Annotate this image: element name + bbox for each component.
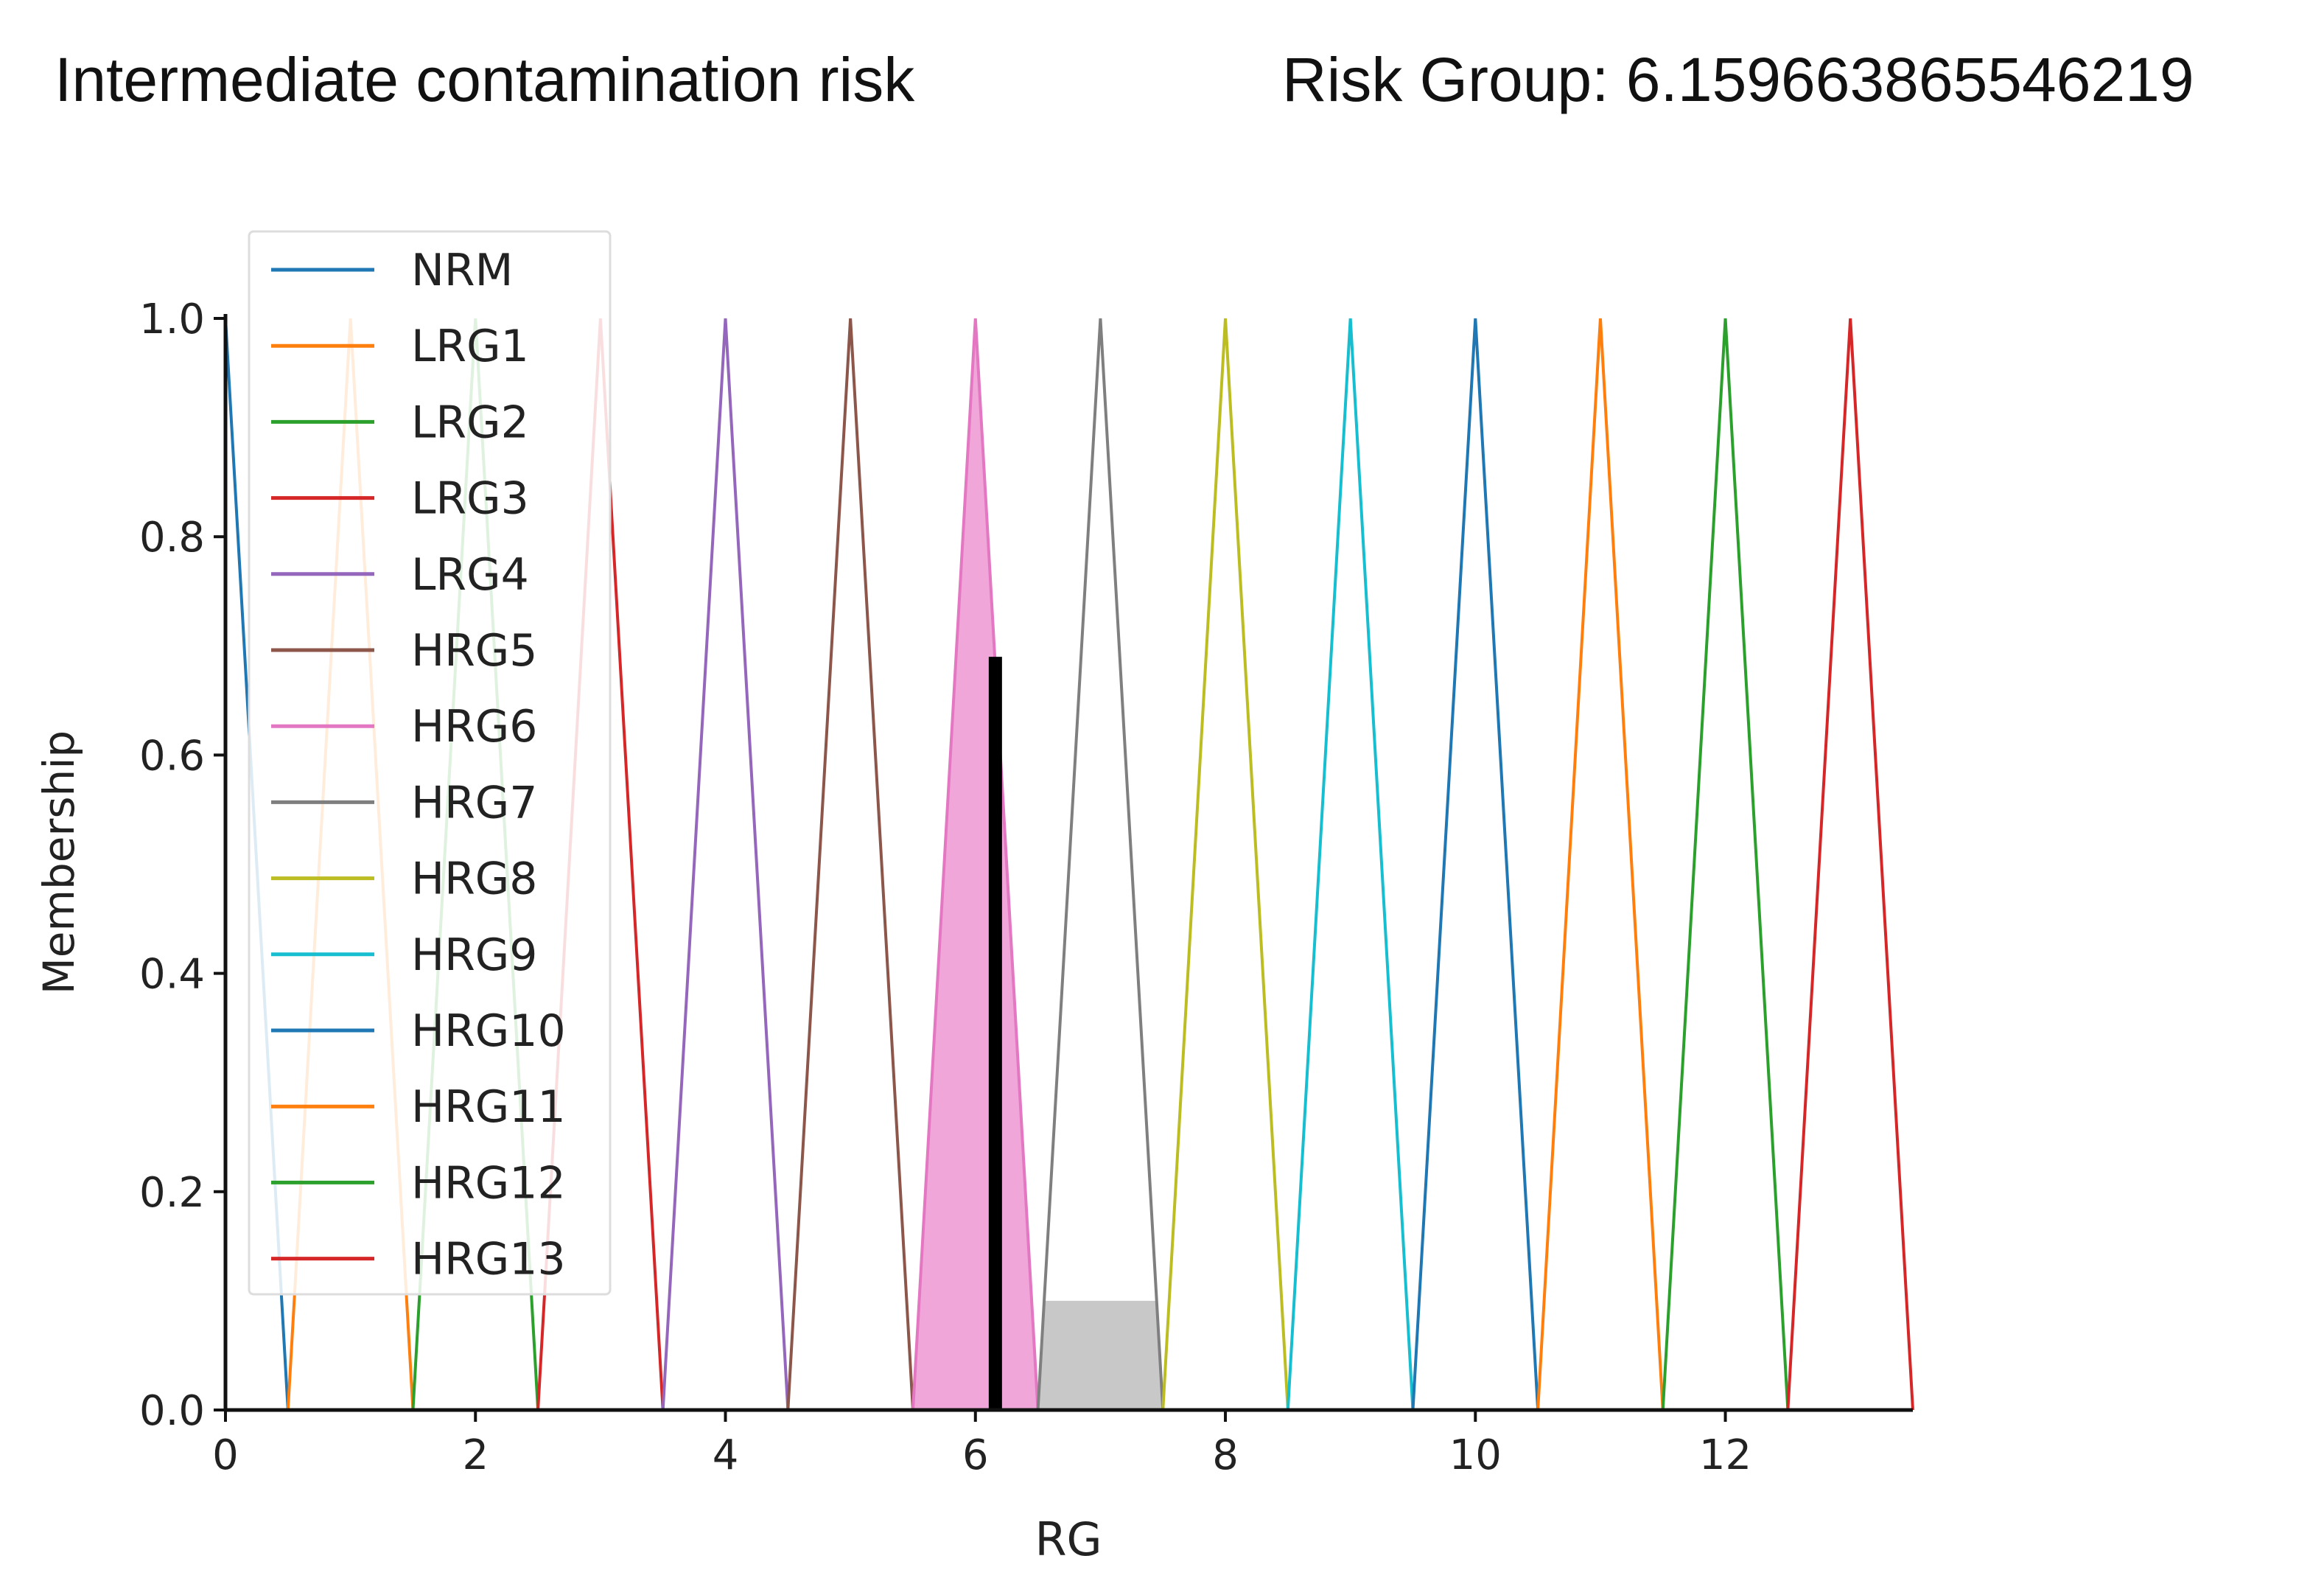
series-lines [224, 318, 1914, 1411]
legend: NRM LRG1 LRG2 LRG3 LRG4 HRG5 HRG6 HRG7 HRG8 HRG9 H… [248, 230, 612, 1296]
legend-label-hrg5: HRG5 [411, 625, 537, 677]
legend-label-lrg4: LRG4 [411, 549, 529, 601]
y-axis-label: Membership [34, 730, 84, 994]
series-line-hrg12 [1661, 318, 1790, 1411]
y-tick-label: 1.0 [139, 296, 205, 343]
series-line-hrg6 [911, 318, 1040, 1411]
series-line-lrg4 [661, 318, 790, 1411]
legend-label-lrg1: LRG1 [411, 321, 529, 372]
series-line-hrg13 [1786, 318, 1914, 1411]
series-line-hrg11 [1536, 318, 1665, 1411]
y-tick-label: 0.8 [139, 514, 205, 562]
legend-label-hrg9: HRG9 [411, 929, 537, 981]
legend-label-hrg10: HRG10 [411, 1005, 566, 1057]
legend-label-hrg8: HRG8 [411, 854, 537, 905]
y-tick-label: 0.6 [139, 732, 205, 780]
y-tick-label: 0.0 [139, 1387, 205, 1435]
activation-fill-1 [1037, 1300, 1163, 1410]
legend-label-hrg13: HRG13 [411, 1234, 566, 1285]
x-tick-label: 0 [212, 1431, 239, 1479]
series-line-hrg10 [1411, 318, 1540, 1411]
x-tick-label: 2 [462, 1431, 489, 1479]
series-line-hrg8 [1161, 318, 1289, 1411]
legend-label-lrg3: LRG3 [411, 473, 529, 525]
activation-fills [912, 318, 1163, 1410]
legend-label-hrg11: HRG11 [411, 1081, 566, 1133]
x-axis-label: RG [1035, 1512, 1102, 1566]
x-tick-label: 12 [1699, 1431, 1751, 1479]
x-tick-label: 6 [962, 1431, 989, 1479]
legend-label-lrg2: LRG2 [411, 397, 529, 448]
x-tick-label: 4 [713, 1431, 739, 1479]
activation-fill-0 [912, 318, 1038, 1410]
series-line-hrg7 [1036, 318, 1165, 1411]
x-tick-label: 10 [1449, 1431, 1502, 1479]
legend-label-hrg12: HRG12 [411, 1157, 566, 1209]
risk-group-value: Risk Group: 6.159663865546219 [1282, 45, 2194, 114]
axes [223, 314, 1913, 1412]
legend-label-hrg6: HRG6 [411, 701, 537, 753]
risk-level-label: Intermediate contamination risk [55, 45, 915, 114]
series-line-hrg9 [1286, 318, 1415, 1411]
series-line-hrg5 [786, 318, 914, 1411]
tick-labels: 0 2 4 6 8 10 12 0.0 0.2 0.4 0.6 0.8 1.0 [139, 296, 1751, 1479]
y-tick-label: 0.2 [139, 1169, 205, 1217]
x-tick-label: 8 [1212, 1431, 1239, 1479]
legend-label-nrm: NRM [411, 245, 513, 296]
y-tick-label: 0.4 [139, 951, 205, 999]
legend-label-hrg7: HRG7 [411, 777, 537, 828]
legend-box [248, 230, 612, 1296]
